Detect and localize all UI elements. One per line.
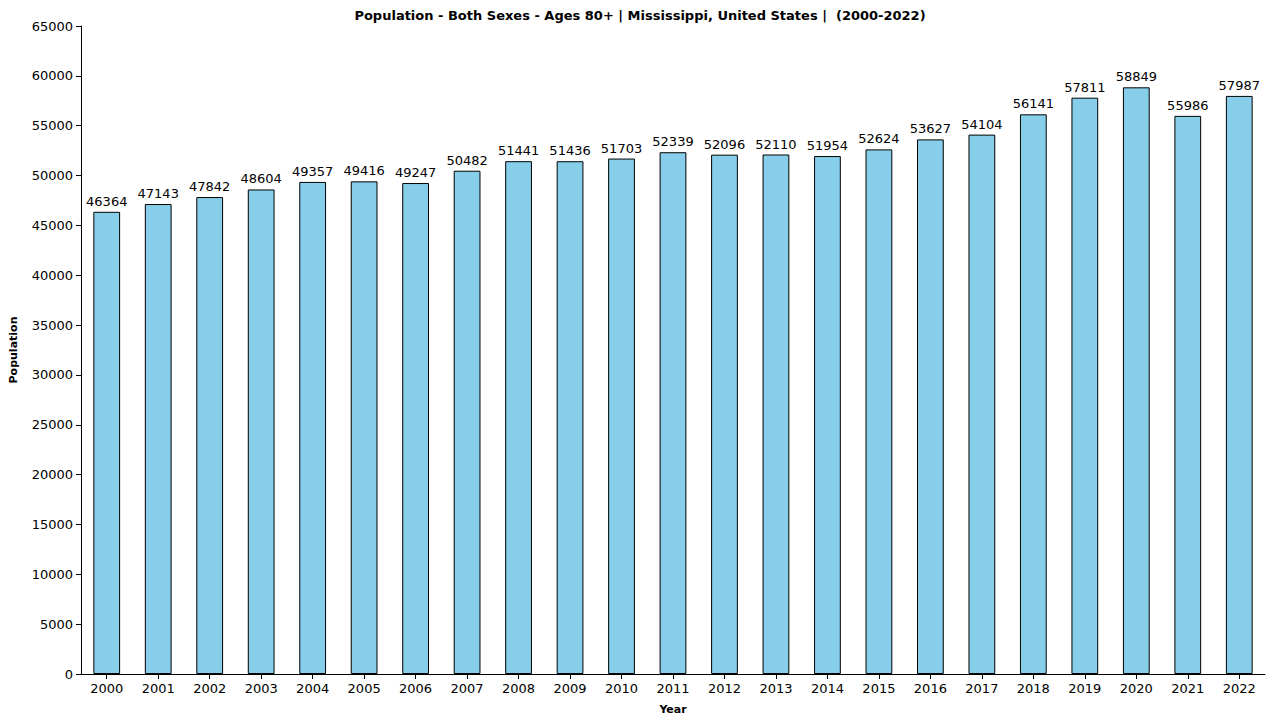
svg-text:50482: 50482	[446, 153, 487, 168]
svg-text:52096: 52096	[704, 137, 745, 152]
svg-text:47842: 47842	[189, 179, 230, 194]
svg-text:2020: 2020	[1120, 681, 1153, 696]
svg-text:2003: 2003	[245, 681, 278, 696]
svg-text:65000: 65000	[32, 19, 73, 34]
svg-text:2009: 2009	[553, 681, 586, 696]
svg-text:51703: 51703	[601, 141, 642, 156]
svg-text:2017: 2017	[965, 681, 998, 696]
svg-text:2006: 2006	[399, 681, 432, 696]
svg-text:46364: 46364	[86, 194, 127, 209]
svg-text:2008: 2008	[502, 681, 535, 696]
svg-text:40000: 40000	[32, 268, 73, 283]
svg-text:51436: 51436	[549, 143, 590, 158]
svg-text:56141: 56141	[1013, 96, 1054, 111]
svg-text:2021: 2021	[1171, 681, 1204, 696]
svg-text:20000: 20000	[32, 467, 73, 482]
svg-text:47143: 47143	[138, 186, 179, 201]
svg-text:25000: 25000	[32, 417, 73, 432]
svg-text:2007: 2007	[451, 681, 484, 696]
svg-text:2015: 2015	[862, 681, 895, 696]
svg-text:51441: 51441	[498, 143, 539, 158]
svg-text:55986: 55986	[1167, 98, 1208, 113]
svg-text:51954: 51954	[807, 138, 848, 153]
svg-text:2013: 2013	[759, 681, 792, 696]
svg-text:48604: 48604	[240, 171, 281, 186]
svg-text:0: 0	[65, 667, 73, 682]
svg-text:52624: 52624	[858, 131, 899, 146]
svg-text:60000: 60000	[32, 68, 73, 83]
svg-text:57987: 57987	[1219, 78, 1260, 93]
svg-text:10000: 10000	[32, 567, 73, 582]
svg-text:2018: 2018	[1017, 681, 1050, 696]
svg-text:50000: 50000	[32, 168, 73, 183]
svg-text:53627: 53627	[910, 121, 951, 136]
svg-text:5000: 5000	[40, 617, 73, 632]
svg-text:52339: 52339	[652, 134, 693, 149]
svg-text:2014: 2014	[811, 681, 844, 696]
svg-text:35000: 35000	[32, 318, 73, 333]
svg-text:Population: Population	[7, 317, 20, 384]
svg-text:49247: 49247	[395, 165, 436, 180]
svg-text:52110: 52110	[755, 137, 796, 152]
svg-text:45000: 45000	[32, 218, 73, 233]
svg-text:2004: 2004	[296, 681, 329, 696]
svg-text:Population - Both Sexes - Ages: Population - Both Sexes - Ages 80+ | Mis…	[354, 8, 925, 23]
svg-text:2002: 2002	[193, 681, 226, 696]
svg-text:58849: 58849	[1116, 69, 1157, 84]
svg-text:57811: 57811	[1064, 80, 1105, 95]
svg-text:2019: 2019	[1068, 681, 1101, 696]
svg-text:2011: 2011	[656, 681, 689, 696]
svg-text:54104: 54104	[961, 117, 1002, 132]
svg-text:Year: Year	[658, 703, 687, 716]
svg-text:49416: 49416	[343, 163, 384, 178]
svg-text:2016: 2016	[914, 681, 947, 696]
svg-text:2010: 2010	[605, 681, 638, 696]
svg-text:2000: 2000	[90, 681, 123, 696]
svg-text:55000: 55000	[32, 118, 73, 133]
svg-text:15000: 15000	[32, 517, 73, 532]
svg-text:2022: 2022	[1223, 681, 1256, 696]
svg-text:49357: 49357	[292, 164, 333, 179]
svg-text:2012: 2012	[708, 681, 741, 696]
svg-text:30000: 30000	[32, 367, 73, 382]
svg-text:2001: 2001	[142, 681, 175, 696]
svg-text:2005: 2005	[348, 681, 381, 696]
